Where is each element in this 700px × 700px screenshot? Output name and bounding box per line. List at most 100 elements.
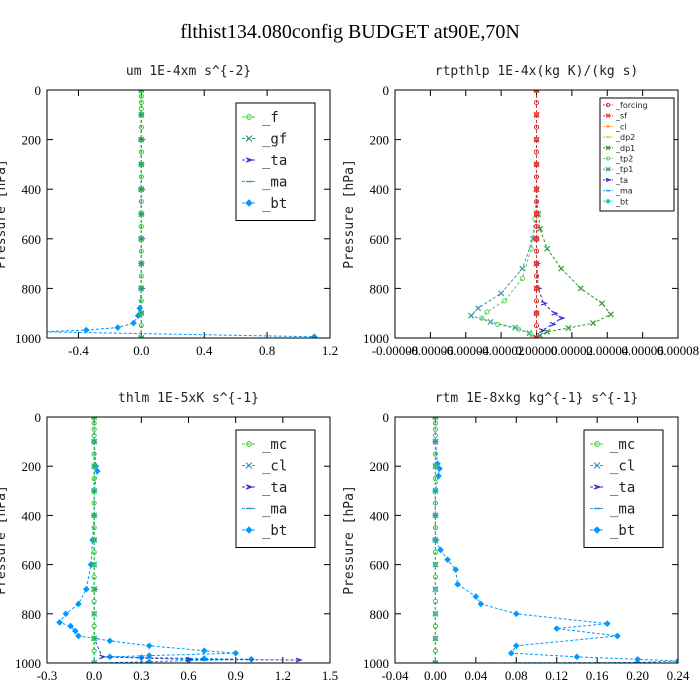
data-point: [533, 149, 540, 155]
data-point: [533, 248, 540, 254]
series-forcing: [533, 90, 540, 338]
data-point: [432, 562, 439, 568]
y-tick-label: 800: [370, 281, 390, 296]
legend-label: _cl: [610, 459, 635, 475]
chart-panel-1: um 1E-4xm s^{-2} Pressure [hPa] -0.4 0.0 0.4…: [0, 64, 338, 358]
data-point: [634, 659, 641, 663]
data-point: [472, 593, 480, 600]
series-group: [468, 90, 614, 338]
data-point: [145, 658, 153, 663]
legend-label: _bt: [262, 196, 287, 212]
chart-panel-2: rtpthlp 1E-4x(kg K)/(kg s) Pressure [hPa]…: [342, 64, 699, 358]
data-point: [495, 321, 501, 327]
y-tick-label: 1000: [15, 656, 41, 671]
data-point: [138, 112, 144, 118]
data-point: [432, 512, 439, 518]
data-point: [91, 574, 97, 580]
series-group: [432, 417, 678, 663]
data-point: [432, 586, 439, 592]
legend-label: _mc: [610, 437, 635, 453]
data-point: [138, 335, 144, 338]
data-point: [502, 298, 508, 304]
series-line: [536, 90, 563, 338]
data-point: [67, 622, 74, 630]
data-point: [432, 463, 439, 469]
legend-box: [599, 97, 675, 212]
y-tick-label: 600: [22, 232, 42, 247]
y-axis-label: Pressure [hPa]: [0, 159, 9, 269]
data-point: [539, 328, 547, 333]
series-line: [470, 90, 537, 338]
legend: _mc _cl _ta _ma _bt: [235, 429, 316, 548]
data-point: [544, 245, 551, 252]
x-tick-label: 0.00008: [657, 343, 699, 358]
data-point: [475, 305, 482, 312]
data-point: [432, 635, 439, 641]
data-point: [138, 273, 144, 279]
data-point: [533, 112, 540, 118]
data-point: [62, 610, 70, 618]
legend-label: _tp1: [615, 165, 633, 174]
x-tick-label: 0.08: [505, 668, 528, 683]
x-tick-label: 0.3: [133, 668, 149, 683]
x-tick-label: 1.2: [275, 668, 291, 683]
legend-marker: [245, 157, 254, 163]
x-tick-label: 0.20: [626, 668, 649, 683]
data-point: [71, 627, 79, 635]
legend-label: _bt: [262, 523, 287, 539]
data-point: [432, 574, 439, 580]
data-point: [533, 186, 540, 192]
data-point: [91, 549, 97, 555]
data-point: [549, 321, 557, 327]
data-point: [99, 654, 107, 660]
x-tick-label: 0.6: [180, 668, 197, 683]
data-point: [295, 657, 303, 663]
data-point: [432, 420, 439, 426]
legend-marker: [593, 526, 601, 534]
data-point: [185, 656, 193, 662]
data-point: [533, 273, 540, 279]
data-point: [544, 328, 551, 335]
x-tick-label: 1.5: [322, 668, 338, 683]
data-point: [558, 265, 565, 272]
y-tick-label: 0: [383, 410, 390, 425]
y-tick-label: 200: [22, 459, 42, 474]
panel-title: rtm 1E-8xkg kg^{-1} s^{-1}: [435, 391, 639, 406]
legend-marker: [246, 114, 252, 120]
data-point: [435, 472, 442, 480]
panel-title: rtpthlp 1E-4x(kg K)/(kg s): [435, 64, 639, 79]
data-point: [432, 648, 439, 654]
data-point: [512, 642, 520, 650]
series-line: [93, 417, 299, 661]
data-point: [200, 655, 208, 662]
y-tick-label: 800: [22, 607, 42, 622]
legend-label: _ma: [262, 502, 287, 518]
series-line: [58, 417, 252, 663]
x-tick-label: 0.12: [545, 668, 568, 683]
data-point: [507, 649, 515, 657]
legend-marker: [605, 156, 611, 161]
y-axis-label: Pressure [hPa]: [342, 159, 357, 269]
y-tick-label: 800: [22, 281, 42, 296]
data-point: [94, 467, 101, 475]
data-point: [598, 300, 605, 307]
legend-label: _mc: [262, 437, 287, 453]
legend-label: _cl: [262, 459, 287, 475]
y-tick-label: 200: [370, 133, 390, 148]
chart-panel-3: thlm 1E-5xK s^{-1} Pressure [hPa] -0.3 0.0 0…: [0, 391, 338, 683]
series-bt: [56, 417, 255, 663]
data-point: [138, 174, 144, 180]
data-point: [533, 90, 540, 93]
data-point: [533, 298, 540, 304]
data-point: [533, 124, 540, 130]
data-point: [138, 137, 144, 143]
y-tick-label: 600: [370, 558, 390, 573]
y-tick-label: 400: [22, 508, 42, 523]
data-point: [138, 298, 144, 304]
data-point: [138, 90, 144, 93]
legend-marker: [605, 198, 611, 205]
x-tick-label: 0.8: [259, 343, 275, 358]
data-point: [91, 537, 97, 543]
legend: _f _gf _ta _ma _bt: [235, 102, 316, 221]
data-point: [145, 652, 153, 659]
